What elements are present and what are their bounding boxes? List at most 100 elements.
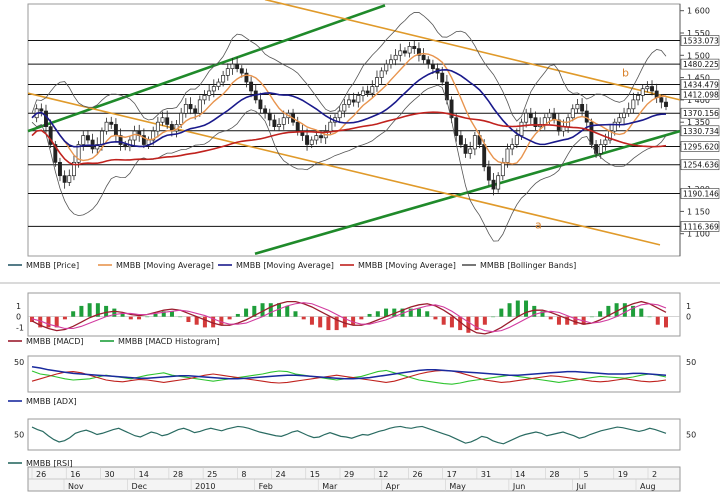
month-label: Jun	[512, 482, 526, 491]
macd-histogram-bar	[161, 311, 166, 317]
macd-histogram-bar	[309, 316, 314, 325]
price-candle-body	[393, 54, 398, 61]
day-label: 26	[36, 470, 46, 479]
macd-histogram-bar	[499, 308, 504, 317]
price-candle-body	[319, 135, 323, 139]
macd-histogram-bar	[449, 316, 454, 328]
macd-histogram-bar	[260, 303, 265, 317]
price-candle-body	[295, 121, 300, 132]
month-label: May	[449, 482, 466, 491]
adx-line	[31, 366, 667, 380]
price-candle-body	[244, 72, 249, 83]
level-label-box	[680, 107, 720, 119]
macd-histogram-bar	[268, 303, 273, 317]
price-candle-body	[356, 95, 361, 103]
macd-histogram-bar	[515, 300, 520, 317]
day-label: 14	[139, 470, 149, 479]
macd-histogram-bar	[548, 316, 553, 320]
price-candle-body	[510, 144, 515, 150]
macd-histogram-bar	[351, 316, 356, 325]
price-tick-label: 1 350	[687, 118, 710, 127]
legend-label: MMBB [RSI]	[26, 459, 73, 468]
rsi-tick-label: 50	[14, 431, 24, 440]
price-candle-body	[361, 90, 365, 96]
price-candle-body	[491, 179, 496, 190]
price-candle-body	[193, 108, 198, 114]
bollinger-upper-line	[31, 11, 667, 122]
day-label: 16	[70, 470, 80, 479]
macd-histogram-bar	[474, 316, 479, 331]
price-candle-body	[440, 72, 445, 83]
price-candle-body	[519, 121, 524, 136]
macd-histogram-bar	[359, 316, 364, 320]
level-label-box	[680, 188, 720, 199]
macd-histogram-bar	[458, 316, 463, 331]
price-tick-label: 1 150	[687, 207, 710, 216]
price-candle-body	[347, 99, 351, 105]
macd-panel: -101 10	[16, 300, 691, 335]
rsi-line	[31, 425, 667, 445]
price-candle-body	[370, 86, 375, 94]
price-candle-body	[272, 119, 277, 128]
price-candle-body	[118, 135, 123, 145]
price-candle-body	[486, 166, 491, 181]
macd-histogram-bar	[342, 316, 347, 328]
price-candle-body	[90, 139, 95, 150]
adx-minus-di-line	[31, 369, 667, 384]
macd-histogram-bar	[532, 305, 537, 317]
price-candle-body	[650, 86, 654, 92]
macd-histogram-bar	[235, 313, 240, 317]
macd-histogram-bar	[46, 316, 51, 328]
price-candle-body	[239, 68, 244, 74]
price-candle-body	[342, 104, 347, 112]
price-candle-body	[263, 108, 268, 114]
level-label-box	[680, 221, 720, 232]
price-candle-body	[188, 104, 193, 110]
price-candle-body	[113, 124, 118, 136]
legend-area: MMBB [Price] MMBB [Moving Average] MMBB [M…	[8, 261, 576, 468]
price-candle-body	[472, 135, 477, 150]
price-candle-body	[258, 99, 263, 110]
price-tick-label: 1 500	[687, 51, 710, 60]
price-candle-body	[39, 108, 44, 112]
macd-histogram-bar	[664, 316, 668, 328]
macd-histogram-bar	[293, 311, 298, 317]
price-candle-body	[146, 139, 151, 145]
macd-histogram-bar	[375, 311, 380, 317]
price-candle-body	[622, 112, 626, 119]
day-label: 25	[207, 470, 217, 479]
macd-histogram-bar	[631, 305, 636, 317]
level-label-box	[680, 58, 720, 70]
macd-histogram-bar	[194, 316, 199, 325]
macd-right-tick-label: 0	[686, 313, 691, 322]
macd-histogram-bar	[367, 313, 372, 317]
legend-label: MMBB [MACD Histogram]	[118, 337, 220, 346]
price-candle-body	[123, 144, 128, 148]
macd-tick-label: 0	[16, 313, 21, 322]
macd-histogram-bar	[441, 316, 446, 325]
macd-histogram-bar	[202, 316, 207, 328]
macd-histogram-bar	[639, 308, 644, 317]
month-label: Mar	[322, 482, 338, 491]
macd-histogram-bar	[128, 316, 133, 320]
level-label-box	[680, 35, 720, 46]
macd-histogram-bar	[622, 303, 627, 317]
price-candle-body	[211, 86, 216, 92]
legend-label: MMBB [Moving Average]	[236, 261, 334, 270]
price-candle-body	[617, 117, 622, 123]
macd-histogram-bar	[112, 308, 117, 317]
price-candle-body	[458, 135, 463, 145]
macd-histogram-bar	[408, 308, 413, 317]
price-candle-body	[389, 59, 393, 65]
price-candle-body	[659, 97, 664, 103]
price-candle-body	[235, 63, 240, 70]
price-candle-body	[281, 117, 286, 125]
price-candle-body	[225, 68, 230, 76]
price-candle-body	[402, 50, 407, 54]
price-tick-label: 1 100	[687, 230, 710, 239]
macd-histogram-bar	[573, 316, 578, 325]
macd-histogram-bar	[416, 308, 421, 317]
day-label: 28	[549, 470, 559, 479]
level-label-box	[680, 141, 720, 152]
day-label: 26	[412, 470, 422, 479]
